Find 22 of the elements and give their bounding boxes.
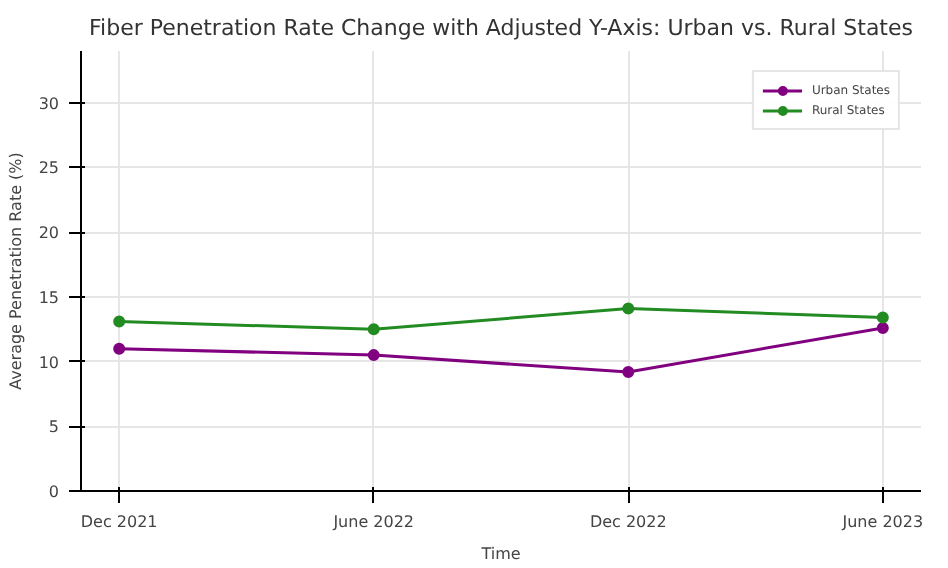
point: [113, 315, 126, 328]
chart-title: Fiber Penetration Rate Change with Adjusted Y-Axis: Urban vs. Rural States: [89, 15, 914, 41]
x-tick-label: June 2022: [331, 513, 415, 531]
y-tick-label: 0: [48, 483, 60, 501]
point: [367, 323, 380, 336]
point: [622, 302, 635, 315]
point: [876, 321, 889, 334]
y-tick-label: 15: [38, 288, 60, 307]
point: [622, 365, 635, 378]
point: [367, 349, 380, 362]
y-tick-label: 10: [38, 353, 60, 372]
x-axis-title: Time: [479, 545, 521, 563]
point: [876, 311, 889, 324]
y-tick-label: 5: [48, 418, 60, 437]
x-tick-label: Dec 2021: [80, 513, 158, 531]
y-tick-label: 20: [38, 224, 60, 243]
y-tick-label: 30: [38, 94, 60, 113]
y-tick-label: 25: [38, 159, 60, 178]
point: [113, 342, 126, 355]
y-axis-title: Average Penetration Rate (%): [6, 152, 25, 390]
x-tick-label: June 2023: [840, 513, 924, 531]
x-tick-label: Dec 2022: [589, 513, 667, 531]
